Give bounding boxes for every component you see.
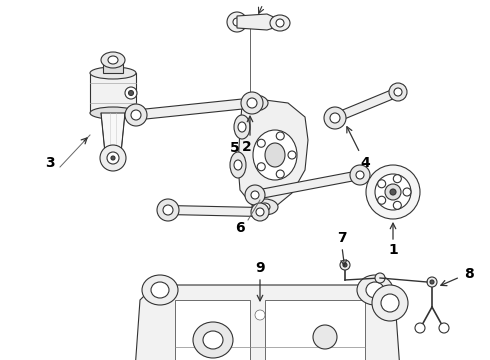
Ellipse shape [252, 199, 278, 215]
Ellipse shape [253, 130, 297, 180]
Ellipse shape [111, 156, 115, 160]
Ellipse shape [234, 160, 242, 170]
Ellipse shape [313, 325, 337, 349]
Ellipse shape [288, 151, 296, 159]
Ellipse shape [242, 95, 268, 111]
Text: 1: 1 [388, 243, 398, 257]
Ellipse shape [100, 145, 126, 171]
Text: 7: 7 [337, 231, 347, 245]
Polygon shape [175, 300, 250, 360]
Ellipse shape [356, 171, 364, 179]
Polygon shape [90, 73, 136, 113]
Ellipse shape [90, 67, 136, 79]
Ellipse shape [372, 285, 408, 321]
Ellipse shape [389, 83, 407, 101]
Ellipse shape [439, 323, 449, 333]
Ellipse shape [430, 280, 434, 284]
Ellipse shape [270, 15, 290, 31]
Ellipse shape [157, 199, 179, 221]
Text: 4: 4 [360, 156, 370, 170]
Ellipse shape [378, 180, 386, 188]
Ellipse shape [203, 331, 223, 349]
Ellipse shape [90, 107, 136, 119]
Polygon shape [265, 300, 365, 360]
Ellipse shape [238, 122, 246, 132]
Ellipse shape [257, 139, 265, 147]
Polygon shape [101, 113, 125, 153]
Ellipse shape [427, 277, 437, 287]
Ellipse shape [230, 152, 246, 178]
Ellipse shape [265, 143, 285, 167]
Ellipse shape [107, 152, 119, 164]
Ellipse shape [381, 294, 399, 312]
Polygon shape [136, 98, 252, 120]
Ellipse shape [251, 191, 259, 199]
Ellipse shape [393, 201, 401, 209]
Ellipse shape [340, 260, 350, 270]
Ellipse shape [385, 184, 401, 200]
Polygon shape [168, 206, 260, 216]
Ellipse shape [128, 90, 133, 95]
Ellipse shape [108, 56, 118, 64]
Ellipse shape [343, 263, 347, 267]
Ellipse shape [394, 88, 402, 96]
Ellipse shape [125, 87, 137, 99]
Ellipse shape [276, 19, 284, 27]
Ellipse shape [276, 132, 284, 140]
Ellipse shape [163, 205, 173, 215]
Ellipse shape [260, 203, 270, 211]
Ellipse shape [390, 189, 396, 195]
Ellipse shape [193, 322, 233, 358]
Text: 9: 9 [255, 261, 265, 275]
Text: 8: 8 [464, 267, 474, 281]
Ellipse shape [375, 174, 411, 210]
Polygon shape [135, 285, 400, 360]
Polygon shape [237, 14, 280, 30]
Ellipse shape [251, 203, 269, 221]
Ellipse shape [366, 282, 384, 298]
Ellipse shape [350, 165, 370, 185]
Ellipse shape [131, 110, 141, 120]
Ellipse shape [227, 12, 247, 32]
Ellipse shape [257, 163, 265, 171]
Ellipse shape [151, 282, 169, 298]
Ellipse shape [250, 99, 260, 107]
Ellipse shape [233, 18, 241, 26]
Ellipse shape [393, 175, 401, 183]
Polygon shape [238, 100, 308, 207]
Ellipse shape [142, 275, 178, 305]
Ellipse shape [375, 273, 385, 283]
Ellipse shape [255, 310, 265, 320]
Ellipse shape [125, 104, 147, 126]
Ellipse shape [366, 165, 420, 219]
Text: 6: 6 [235, 221, 245, 235]
Ellipse shape [324, 107, 346, 129]
Text: 3: 3 [45, 156, 55, 170]
Polygon shape [254, 171, 361, 199]
Text: 5: 5 [230, 141, 240, 155]
Ellipse shape [241, 92, 263, 114]
Ellipse shape [403, 188, 411, 196]
Ellipse shape [256, 208, 264, 216]
Ellipse shape [415, 323, 425, 333]
Text: 2: 2 [242, 140, 252, 154]
Ellipse shape [101, 52, 125, 68]
Polygon shape [333, 88, 400, 122]
Ellipse shape [330, 113, 340, 123]
Ellipse shape [357, 275, 393, 305]
Ellipse shape [245, 185, 265, 205]
Ellipse shape [378, 196, 386, 204]
Ellipse shape [276, 170, 284, 178]
Ellipse shape [247, 98, 257, 108]
Polygon shape [103, 63, 123, 73]
Ellipse shape [234, 115, 250, 139]
